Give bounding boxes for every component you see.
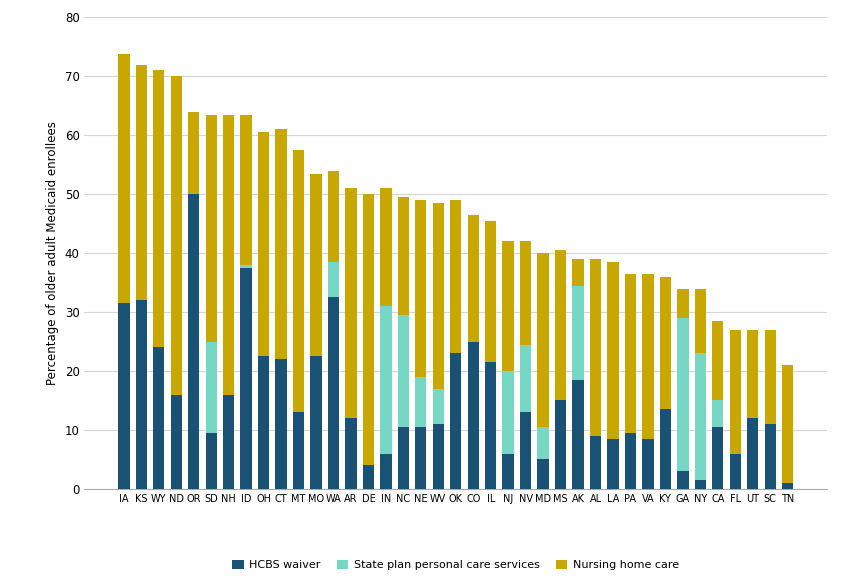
Bar	[747, 418, 759, 489]
Bar	[677, 318, 689, 471]
Bar	[188, 194, 199, 489]
Bar	[241, 115, 252, 265]
Bar	[136, 65, 147, 300]
Bar	[241, 265, 252, 268]
Bar	[642, 439, 653, 489]
Bar	[520, 345, 532, 412]
Bar	[241, 268, 252, 489]
Bar	[712, 321, 723, 400]
Bar	[327, 297, 339, 489]
Bar	[153, 70, 165, 347]
Bar	[695, 289, 706, 353]
Bar	[677, 289, 689, 318]
Bar	[555, 400, 566, 489]
Bar	[625, 433, 636, 489]
Bar	[398, 197, 409, 315]
Bar	[327, 171, 339, 262]
Bar	[311, 356, 322, 489]
Bar	[572, 286, 584, 380]
Bar	[118, 303, 129, 489]
Bar	[538, 253, 549, 427]
Bar	[223, 115, 235, 395]
Bar	[363, 466, 374, 489]
Bar	[502, 242, 514, 371]
Bar	[188, 112, 199, 194]
Bar	[136, 300, 147, 489]
Bar	[782, 365, 793, 483]
Bar	[153, 347, 165, 489]
Bar	[502, 371, 514, 453]
Bar	[205, 433, 217, 489]
Bar	[502, 453, 514, 489]
Bar	[258, 356, 269, 489]
Bar	[538, 427, 549, 459]
Bar	[590, 259, 601, 436]
Bar	[538, 459, 549, 489]
Bar	[398, 427, 409, 489]
Bar	[327, 262, 339, 297]
Legend: HCBS waiver, State plan personal care services, Nursing home care: HCBS waiver, State plan personal care se…	[228, 556, 684, 574]
Bar	[520, 242, 532, 345]
Bar	[433, 389, 444, 424]
Bar	[520, 412, 532, 489]
Bar	[345, 418, 357, 489]
Bar	[642, 274, 653, 439]
Bar	[275, 129, 287, 359]
Bar	[660, 277, 671, 409]
Bar	[293, 412, 304, 489]
Bar	[572, 380, 584, 489]
Bar	[468, 215, 479, 342]
Bar	[433, 203, 444, 389]
Bar	[205, 342, 217, 433]
Bar	[380, 189, 392, 306]
Bar	[747, 330, 759, 418]
Bar	[415, 200, 426, 377]
Bar	[433, 424, 444, 489]
Y-axis label: Percentage of older adult Medicaid enrollees: Percentage of older adult Medicaid enrol…	[46, 121, 59, 385]
Bar	[398, 315, 409, 427]
Bar	[625, 274, 636, 433]
Bar	[118, 54, 129, 303]
Bar	[608, 439, 619, 489]
Bar	[170, 76, 182, 395]
Bar	[363, 194, 374, 466]
Bar	[555, 250, 566, 400]
Bar	[572, 259, 584, 286]
Bar	[695, 480, 706, 489]
Bar	[695, 353, 706, 480]
Bar	[275, 359, 287, 489]
Bar	[415, 427, 426, 489]
Bar	[660, 409, 671, 489]
Bar	[765, 330, 776, 424]
Bar	[380, 306, 392, 453]
Bar	[293, 150, 304, 412]
Bar	[170, 395, 182, 489]
Bar	[765, 424, 776, 489]
Bar	[415, 377, 426, 427]
Bar	[450, 353, 462, 489]
Bar	[485, 362, 496, 489]
Bar	[729, 330, 741, 453]
Bar	[485, 221, 496, 362]
Bar	[677, 471, 689, 489]
Bar	[450, 200, 462, 353]
Bar	[205, 115, 217, 342]
Bar	[712, 427, 723, 489]
Bar	[311, 173, 322, 356]
Bar	[258, 132, 269, 356]
Bar	[782, 483, 793, 489]
Bar	[380, 453, 392, 489]
Bar	[223, 395, 235, 489]
Bar	[590, 436, 601, 489]
Bar	[468, 342, 479, 489]
Bar	[712, 400, 723, 427]
Bar	[345, 189, 357, 418]
Bar	[608, 262, 619, 439]
Bar	[729, 453, 741, 489]
